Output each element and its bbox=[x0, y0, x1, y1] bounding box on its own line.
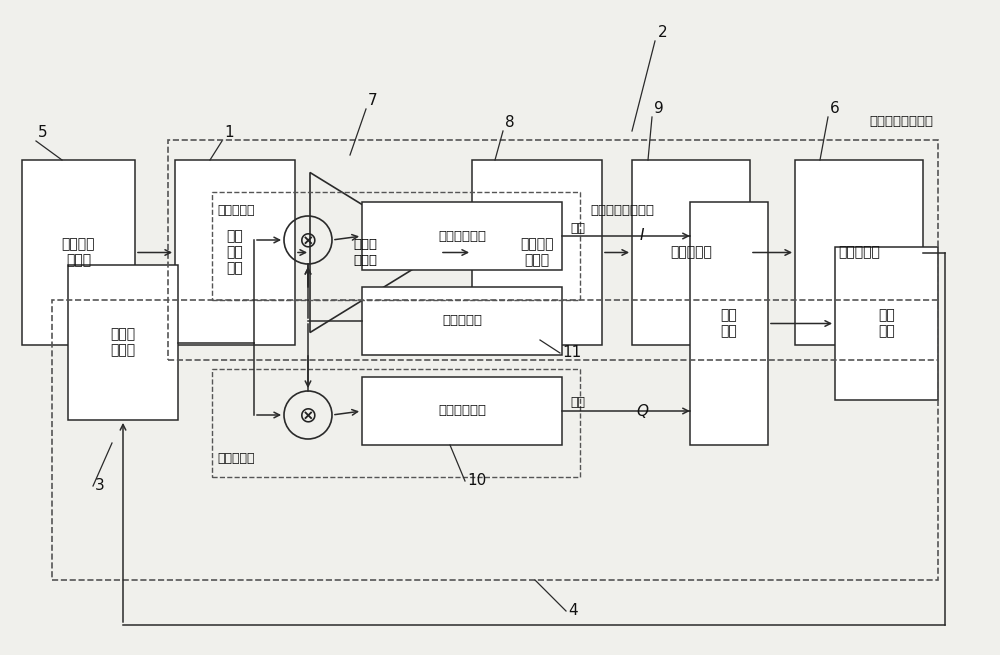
Text: 抽取: 抽取 bbox=[570, 221, 585, 234]
FancyBboxPatch shape bbox=[68, 265, 178, 420]
Text: Q: Q bbox=[636, 403, 648, 419]
Text: 数字下变频: 数字下变频 bbox=[217, 204, 254, 217]
FancyBboxPatch shape bbox=[632, 160, 750, 345]
Text: 8: 8 bbox=[505, 115, 515, 130]
Text: 射频信号处理通道: 射频信号处理通道 bbox=[869, 115, 933, 128]
Text: 5: 5 bbox=[38, 125, 48, 140]
Text: 光纤激光
传感器: 光纤激光 传感器 bbox=[62, 237, 95, 268]
FancyBboxPatch shape bbox=[362, 377, 562, 445]
Text: 数字低通滤波: 数字低通滤波 bbox=[438, 229, 486, 242]
Text: 解调
处理: 解调 处理 bbox=[721, 309, 737, 339]
Text: 数字低通滤波: 数字低通滤波 bbox=[438, 405, 486, 417]
Text: 11: 11 bbox=[562, 345, 581, 360]
Text: 数字下变频: 数字下变频 bbox=[217, 452, 254, 465]
FancyBboxPatch shape bbox=[362, 287, 562, 355]
Text: ⊗: ⊗ bbox=[299, 405, 317, 425]
Text: 3: 3 bbox=[95, 478, 105, 493]
Text: 带通滤波器: 带通滤波器 bbox=[838, 246, 880, 259]
Text: 9: 9 bbox=[654, 101, 664, 116]
Text: 光电
转换
模块: 光电 转换 模块 bbox=[227, 229, 243, 276]
Text: 高速模
数转换: 高速模 数转换 bbox=[110, 328, 136, 358]
FancyBboxPatch shape bbox=[835, 247, 938, 400]
FancyBboxPatch shape bbox=[175, 160, 295, 345]
Text: 7: 7 bbox=[368, 93, 378, 108]
Text: 实时数字信号解调: 实时数字信号解调 bbox=[590, 204, 654, 217]
Text: 6: 6 bbox=[830, 101, 840, 116]
FancyBboxPatch shape bbox=[362, 202, 562, 270]
Text: 数控振荡器: 数控振荡器 bbox=[442, 314, 482, 328]
Text: 数据
通信: 数据 通信 bbox=[878, 309, 895, 339]
FancyBboxPatch shape bbox=[690, 202, 768, 445]
Text: I: I bbox=[640, 229, 644, 244]
Text: 4: 4 bbox=[568, 603, 578, 618]
FancyBboxPatch shape bbox=[472, 160, 602, 345]
Text: 抽取: 抽取 bbox=[570, 396, 585, 409]
Text: 2: 2 bbox=[658, 25, 668, 40]
Text: 数字程控
衰减器: 数字程控 衰减器 bbox=[520, 237, 554, 268]
Text: 低噪声
放大器: 低噪声 放大器 bbox=[353, 238, 377, 267]
FancyBboxPatch shape bbox=[795, 160, 923, 345]
FancyBboxPatch shape bbox=[22, 160, 135, 345]
Text: 补偿放大器: 补偿放大器 bbox=[670, 246, 712, 259]
Text: 1: 1 bbox=[224, 125, 234, 140]
Text: ⊗: ⊗ bbox=[299, 230, 317, 250]
Text: 10: 10 bbox=[467, 473, 486, 488]
